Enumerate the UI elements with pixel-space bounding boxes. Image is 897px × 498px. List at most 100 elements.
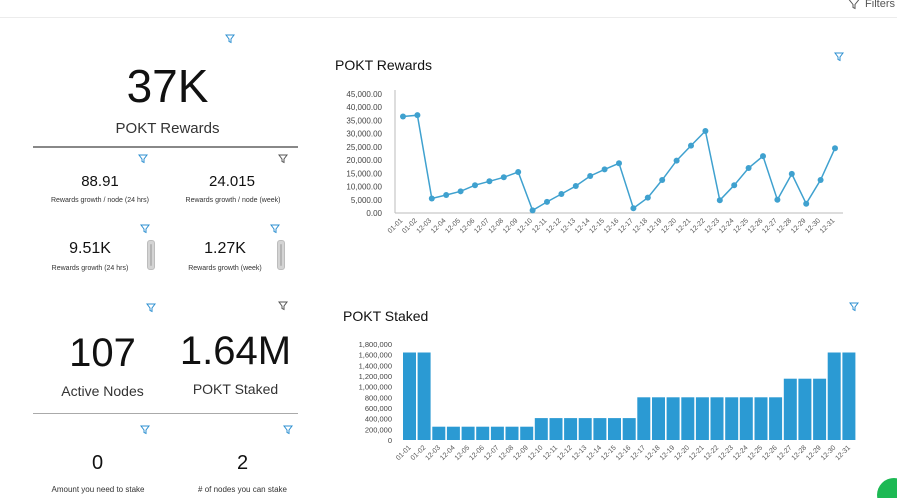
- sparkline-bar: [277, 240, 285, 270]
- x-tick-label: 12-17: [617, 217, 635, 235]
- rewards-label: POKT Rewards: [115, 120, 220, 137]
- growth-week-value: 1.27K: [204, 240, 246, 257]
- x-tick-label: 12-16: [615, 444, 633, 462]
- divider: [33, 413, 298, 414]
- x-tick-label: 12-23: [704, 217, 722, 235]
- x-tick-label: 12-28: [791, 444, 809, 462]
- filter-icon[interactable]: [225, 34, 235, 44]
- y-tick-label: 600,000: [365, 404, 392, 413]
- filter-icon[interactable]: [140, 425, 150, 435]
- x-tick-label: 12-21: [688, 444, 706, 462]
- staked-bar: [564, 418, 578, 440]
- data-point: [745, 165, 752, 172]
- rewards-chart-title: POKT Rewards: [335, 57, 432, 73]
- filter-icon[interactable]: [849, 302, 859, 312]
- staked-bar: [476, 426, 490, 440]
- staked-bar: [490, 426, 504, 440]
- x-tick-label: 12-26: [747, 217, 765, 235]
- y-tick-label: 0.00: [366, 209, 382, 218]
- x-tick-label: 12-17: [629, 444, 647, 462]
- x-tick-label: 12-25: [747, 444, 765, 462]
- y-tick-label: 20,000.00: [346, 156, 382, 165]
- x-tick-label: 12-21: [675, 217, 693, 235]
- x-tick-label: 12-19: [646, 217, 664, 235]
- x-tick-label: 12-29: [790, 217, 808, 235]
- y-tick-label: 800,000: [365, 393, 392, 402]
- data-point: [832, 145, 838, 152]
- x-tick-label: 12-19: [659, 444, 677, 462]
- staked-bar: [461, 426, 475, 440]
- status-indicator: [877, 478, 897, 498]
- growth-node-week-label: Rewards growth / node (week): [185, 197, 281, 204]
- staked-bar: [769, 397, 783, 440]
- y-tick-label: 400,000: [365, 415, 392, 424]
- filter-icon[interactable]: [283, 425, 293, 435]
- data-point: [428, 195, 435, 202]
- staked-bar: [666, 397, 680, 440]
- staked-bar: [549, 418, 563, 440]
- x-tick-label: 12-03: [416, 217, 434, 235]
- growth-node-24h-value: 88.91: [81, 173, 119, 190]
- x-tick-label: 12-05: [444, 217, 462, 235]
- staked-bar: [446, 426, 460, 440]
- staked-bar: [754, 397, 768, 440]
- x-tick-label: 12-22: [703, 444, 721, 462]
- x-tick-label: 12-03: [424, 444, 442, 462]
- staked-bar: [622, 418, 636, 440]
- rewards-line-chart: 0.00 5,000.00 10,000.00 15,000.00 20,000.00 2…: [346, 90, 843, 235]
- staked-bar: [681, 397, 695, 440]
- growth-week-label: Rewards growth (week): [188, 265, 262, 272]
- data-point: [529, 207, 536, 214]
- filter-icon[interactable]: [140, 224, 150, 234]
- data-point: [400, 113, 406, 120]
- x-tick-label: 12-25: [732, 217, 750, 235]
- x-tick-label: 12-22: [689, 217, 707, 235]
- filter-icon[interactable]: [278, 154, 288, 164]
- x-tick-label: 12-12: [545, 217, 563, 235]
- x-tick-label: 12-08: [488, 217, 506, 235]
- staked-chart-title: POKT Staked: [343, 308, 429, 324]
- staked-bar: [652, 397, 665, 440]
- y-tick-label: 10,000.00: [346, 183, 382, 192]
- x-tick-label: 12-09: [502, 217, 520, 235]
- growth-24h-value: 9.51K: [69, 240, 111, 257]
- data-point: [601, 166, 608, 173]
- data-point: [673, 157, 680, 164]
- staked-bar: [710, 397, 724, 440]
- filter-funnel-icon: [848, 0, 860, 10]
- x-tick-label: 12-15: [600, 444, 618, 462]
- data-point: [817, 176, 824, 183]
- x-tick-label: 12-05: [454, 444, 472, 462]
- y-tick-label: 15,000.00: [346, 169, 382, 178]
- filters-button[interactable]: Filters: [848, 0, 895, 10]
- x-tick-label: 12-13: [560, 217, 578, 235]
- data-point: [702, 128, 709, 135]
- x-tick-label: 12-08: [498, 444, 516, 462]
- y-tick-label: 1,400,000: [359, 361, 392, 370]
- data-point: [558, 190, 565, 197]
- data-point: [774, 196, 781, 203]
- x-tick-label: 12-20: [673, 444, 691, 462]
- x-tick-label: 12-09: [512, 444, 530, 462]
- data-point: [616, 160, 622, 167]
- x-tick-label: 12-15: [588, 217, 606, 235]
- staked-bar: [403, 352, 416, 440]
- staked-bar: [798, 378, 812, 440]
- x-tick-label: 12-28: [776, 217, 794, 235]
- x-tick-label: 12-16: [603, 217, 621, 235]
- filter-icon[interactable]: [278, 301, 288, 311]
- filter-icon[interactable]: [146, 303, 156, 313]
- staked-bar: [432, 426, 446, 440]
- data-point: [716, 197, 723, 204]
- y-tick-label: 40,000.00: [346, 103, 382, 112]
- x-tick-label: 12-27: [761, 217, 779, 235]
- filter-icon[interactable]: [138, 154, 148, 164]
- data-point: [486, 178, 493, 185]
- staked-bar: [813, 378, 827, 440]
- staked-bar: [417, 352, 431, 440]
- x-tick-label: 12-24: [732, 444, 750, 462]
- x-tick-label: 12-31: [834, 444, 852, 462]
- filter-icon[interactable]: [270, 224, 280, 234]
- active-nodes-value: 107: [69, 331, 136, 375]
- filter-icon[interactable]: [834, 52, 844, 62]
